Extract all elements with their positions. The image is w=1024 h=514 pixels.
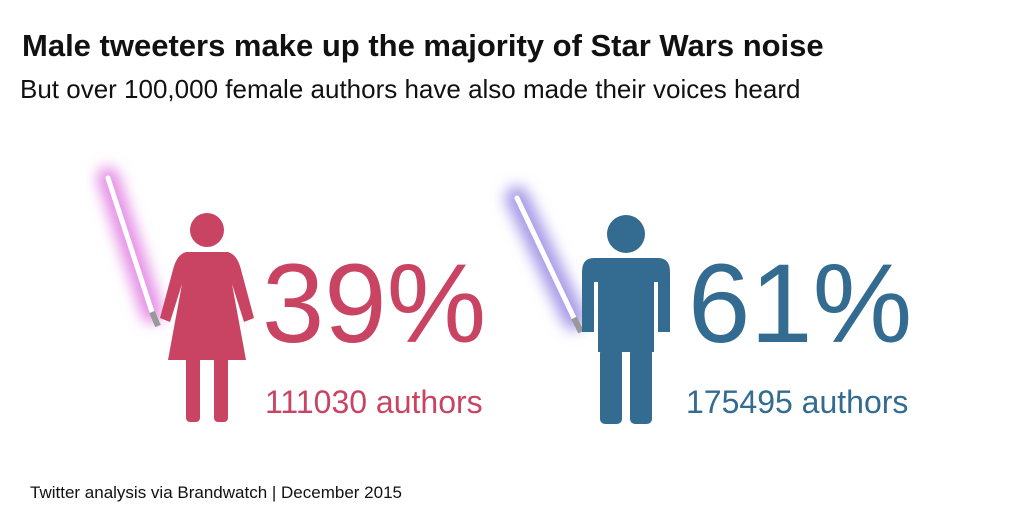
title: Male tweeters make up the majority of St… [22,28,824,63]
percent: 61% [688,241,912,366]
subtitle: But over 100,000 female authors have als… [20,74,800,104]
authors: 111030 authors [265,384,483,420]
authors: 175495 authors [686,384,908,420]
percent: 39% [262,241,486,366]
saber-female [97,167,163,328]
female-icon [160,213,254,422]
source: Twitter analysis via Brandwatch | Decemb… [30,483,402,502]
male-icon [582,215,670,424]
saber-male [505,186,586,334]
